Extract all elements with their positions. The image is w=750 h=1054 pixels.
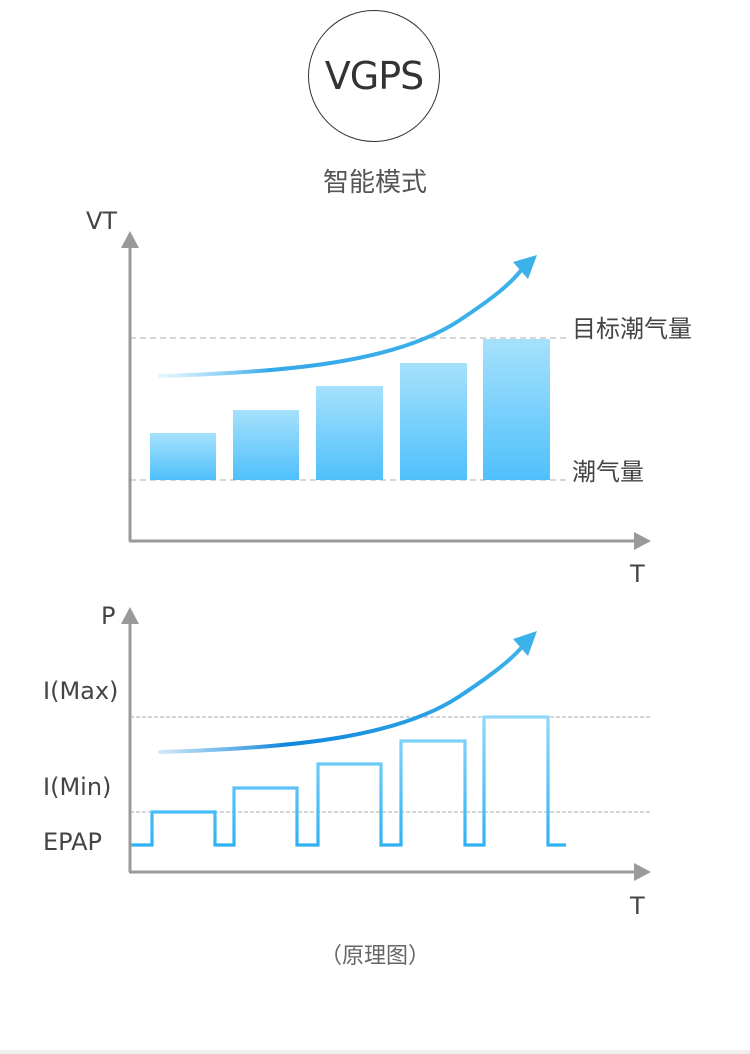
diagram-caption: （原理图）	[319, 944, 430, 969]
epap-label: EPAP	[43, 828, 102, 856]
x-axis-arrow-icon	[634, 863, 651, 881]
bar-5	[483, 339, 550, 480]
y-axis-label-p: P	[101, 602, 116, 630]
mode-subtitle: 智能模式	[322, 168, 427, 198]
bar-4	[400, 363, 467, 480]
bar-2	[233, 410, 299, 480]
tidal-volume-label: 潮气量	[572, 458, 644, 486]
footer-divider	[0, 1050, 750, 1054]
trend-arrow-icon	[158, 267, 524, 378]
x-axis-arrow-icon	[634, 532, 651, 550]
target-volume-label: 目标潮气量	[572, 315, 692, 343]
y-axis-label-vt: VT	[86, 207, 118, 235]
bar-1	[150, 433, 216, 480]
trend-arrow-icon	[158, 645, 524, 754]
trend-arrowhead-icon	[513, 255, 537, 279]
badge-text: VGPS	[324, 54, 424, 98]
x-axis-label-t: T	[630, 892, 645, 920]
imax-label: I(Max)	[43, 677, 119, 705]
top-chart	[121, 231, 651, 550]
imin-label: I(Min)	[43, 773, 112, 801]
trend-arrowhead-icon	[513, 631, 537, 656]
vgps-badge: VGPS	[308, 10, 440, 142]
bar-3	[316, 386, 383, 480]
bottom-chart	[121, 607, 651, 881]
pressure-step-line	[130, 715, 566, 847]
y-axis-arrow-icon	[121, 607, 139, 624]
x-axis-label-t: T	[630, 560, 645, 588]
y-axis-arrow-icon	[121, 231, 139, 248]
